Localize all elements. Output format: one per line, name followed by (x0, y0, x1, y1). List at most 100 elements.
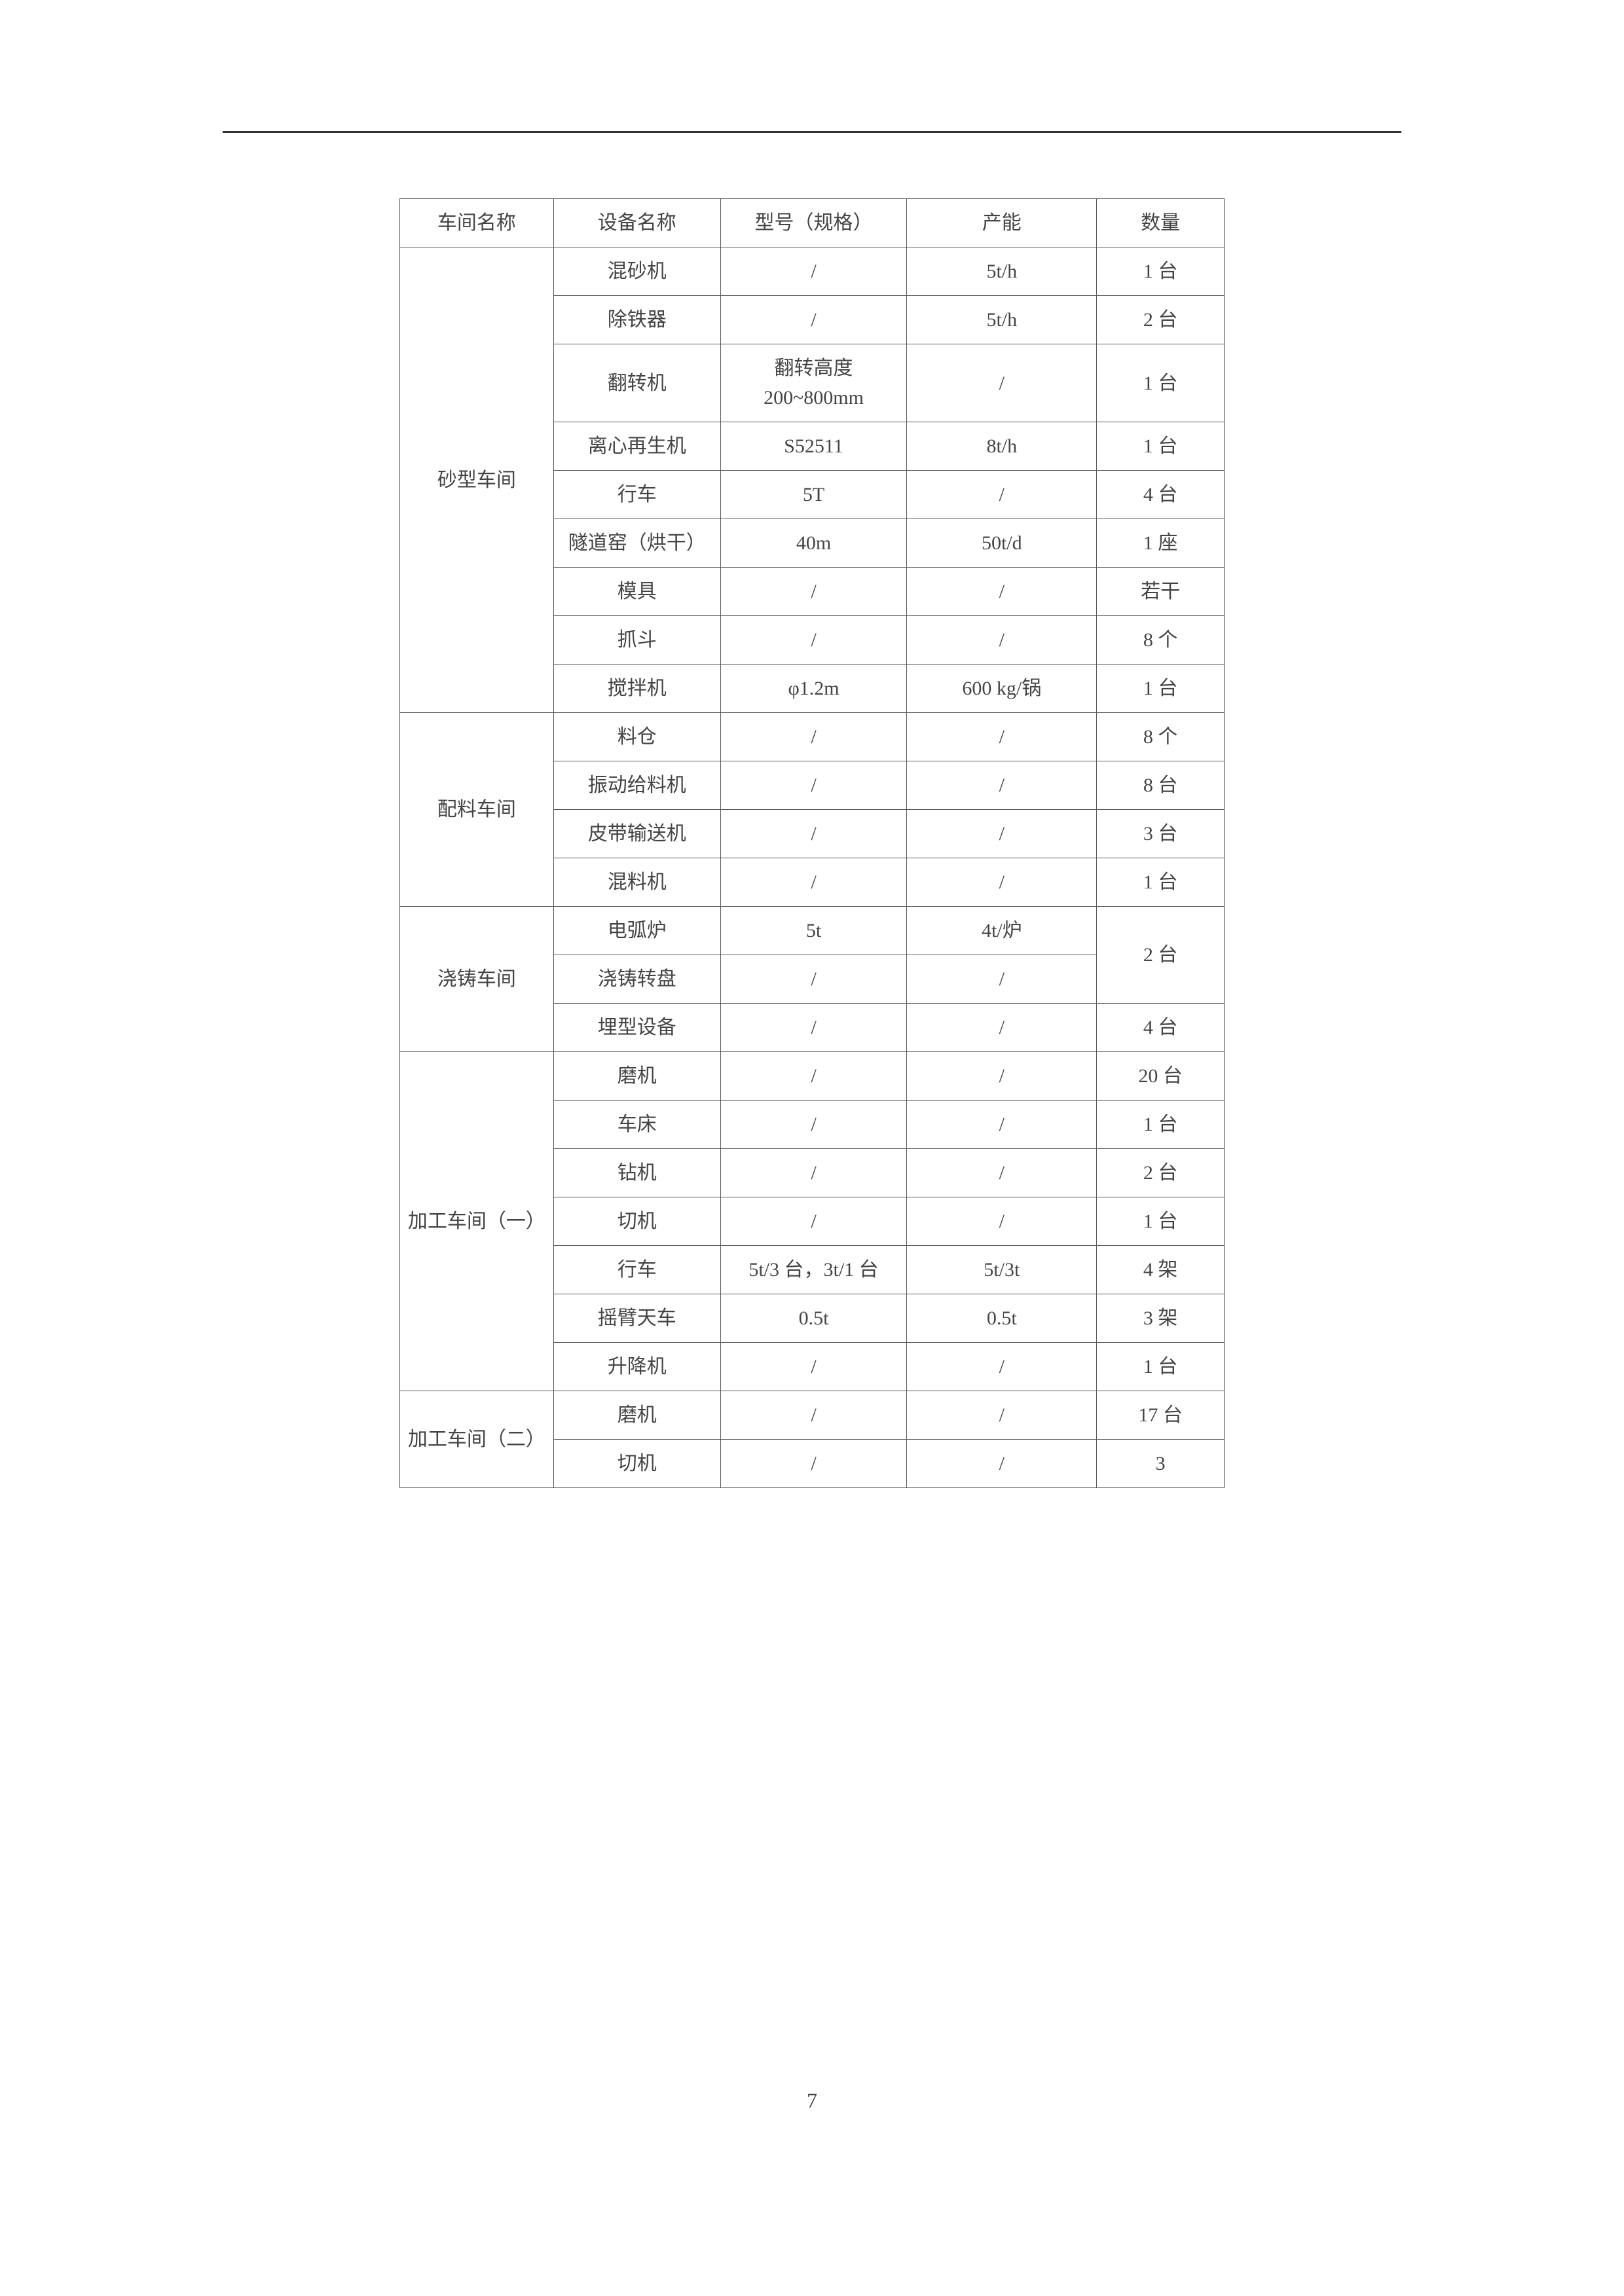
cell-model: / (720, 616, 907, 665)
cell-qty: 8 台 (1097, 761, 1225, 810)
cell-capacity: 5t/h (907, 247, 1097, 296)
cell-capacity: / (907, 713, 1097, 761)
cell-equipment: 隧道窑（烘干） (553, 519, 720, 568)
cell-capacity: / (907, 1391, 1097, 1440)
cell-model: / (720, 247, 907, 296)
col-header-qty: 数量 (1097, 199, 1225, 247)
cell-capacity: 4t/炉 (907, 907, 1097, 955)
cell-equipment: 切机 (553, 1440, 720, 1488)
cell-qty: 1 台 (1097, 665, 1225, 713)
cell-model: / (720, 1440, 907, 1488)
cell-qty: 17 台 (1097, 1391, 1225, 1440)
cell-equipment: 摇臂天车 (553, 1294, 720, 1343)
table-row: 配料车间 料仓 / / 8 个 (400, 713, 1225, 761)
cell-model: / (720, 1197, 907, 1246)
cell-equipment: 埋型设备 (553, 1004, 720, 1052)
cell-workshop: 砂型车间 (400, 247, 554, 713)
cell-qty: 1 台 (1097, 422, 1225, 471)
cell-qty: 20 台 (1097, 1052, 1225, 1101)
cell-equipment: 切机 (553, 1197, 720, 1246)
cell-model: / (720, 1101, 907, 1149)
cell-model: / (720, 955, 907, 1004)
cell-capacity: / (907, 1101, 1097, 1149)
cell-equipment: 皮带输送机 (553, 810, 720, 858)
cell-qty: 1 台 (1097, 1197, 1225, 1246)
cell-model: / (720, 296, 907, 344)
table-row: 加工车间（二） 磨机 / / 17 台 (400, 1391, 1225, 1440)
cell-workshop: 配料车间 (400, 713, 554, 907)
cell-model: / (720, 1391, 907, 1440)
cell-capacity: / (907, 568, 1097, 616)
cell-capacity: / (907, 344, 1097, 422)
page-number: 7 (807, 2088, 817, 2113)
cell-capacity: / (907, 1440, 1097, 1488)
cell-equipment: 行车 (553, 1246, 720, 1294)
cell-model: / (720, 1052, 907, 1101)
page-content: 车间名称 设备名称 型号（规格） 产能 数量 砂型车间 混砂机 / 5t/h 1… (0, 0, 1624, 1488)
cell-qty: 4 台 (1097, 471, 1225, 519)
cell-model: φ1.2m (720, 665, 907, 713)
cell-qty: 1 台 (1097, 858, 1225, 907)
cell-model: 0.5t (720, 1294, 907, 1343)
cell-capacity: / (907, 1052, 1097, 1101)
table-row: 浇铸车间 电弧炉 5t 4t/炉 2 台 (400, 907, 1225, 955)
col-header-equipment: 设备名称 (553, 199, 720, 247)
cell-capacity: / (907, 761, 1097, 810)
cell-capacity: 50t/d (907, 519, 1097, 568)
cell-equipment: 电弧炉 (553, 907, 720, 955)
table-header: 车间名称 设备名称 型号（规格） 产能 数量 (400, 199, 1225, 247)
table-row: 加工车间（一） 磨机 / / 20 台 (400, 1052, 1225, 1101)
cell-workshop: 加工车间（一） (400, 1052, 554, 1391)
cell-equipment: 行车 (553, 471, 720, 519)
cell-equipment: 磨机 (553, 1052, 720, 1101)
cell-model: / (720, 1149, 907, 1197)
col-header-capacity: 产能 (907, 199, 1097, 247)
cell-capacity: 5t/h (907, 296, 1097, 344)
cell-model: / (720, 1004, 907, 1052)
table-row: 砂型车间 混砂机 / 5t/h 1 台 (400, 247, 1225, 296)
cell-workshop: 浇铸车间 (400, 907, 554, 1052)
cell-model: 5t (720, 907, 907, 955)
cell-qty: 2 台 (1097, 907, 1225, 1004)
cell-capacity: 600 kg/锅 (907, 665, 1097, 713)
col-header-model: 型号（规格） (720, 199, 907, 247)
cell-capacity: / (907, 1004, 1097, 1052)
cell-model: / (720, 761, 907, 810)
top-horizontal-rule (223, 131, 1401, 133)
cell-qty: 1 座 (1097, 519, 1225, 568)
cell-capacity: 8t/h (907, 422, 1097, 471)
cell-capacity: / (907, 955, 1097, 1004)
cell-capacity: / (907, 1343, 1097, 1391)
cell-workshop: 加工车间（二） (400, 1391, 554, 1488)
cell-capacity: / (907, 1197, 1097, 1246)
cell-model: 翻转高度200~800mm (720, 344, 907, 422)
cell-qty: 3 台 (1097, 810, 1225, 858)
cell-equipment: 浇铸转盘 (553, 955, 720, 1004)
cell-qty: 4 台 (1097, 1004, 1225, 1052)
cell-equipment: 磨机 (553, 1391, 720, 1440)
cell-qty: 2 台 (1097, 1149, 1225, 1197)
cell-qty: 2 台 (1097, 296, 1225, 344)
cell-equipment: 混砂机 (553, 247, 720, 296)
cell-equipment: 钻机 (553, 1149, 720, 1197)
cell-equipment: 搅拌机 (553, 665, 720, 713)
cell-model: 40m (720, 519, 907, 568)
cell-qty: 4 架 (1097, 1246, 1225, 1294)
cell-model: S52511 (720, 422, 907, 471)
cell-equipment: 抓斗 (553, 616, 720, 665)
cell-capacity: / (907, 810, 1097, 858)
cell-qty: 3 架 (1097, 1294, 1225, 1343)
cell-equipment: 振动给料机 (553, 761, 720, 810)
cell-capacity: 0.5t (907, 1294, 1097, 1343)
cell-qty: 8 个 (1097, 616, 1225, 665)
cell-equipment: 模具 (553, 568, 720, 616)
cell-qty: 8 个 (1097, 713, 1225, 761)
cell-equipment: 除铁器 (553, 296, 720, 344)
cell-equipment: 翻转机 (553, 344, 720, 422)
cell-qty: 1 台 (1097, 247, 1225, 296)
cell-equipment: 升降机 (553, 1343, 720, 1391)
cell-qty: 1 台 (1097, 344, 1225, 422)
cell-capacity: 5t/3t (907, 1246, 1097, 1294)
cell-model: 5t/3 台，3t/1 台 (720, 1246, 907, 1294)
cell-model: / (720, 810, 907, 858)
